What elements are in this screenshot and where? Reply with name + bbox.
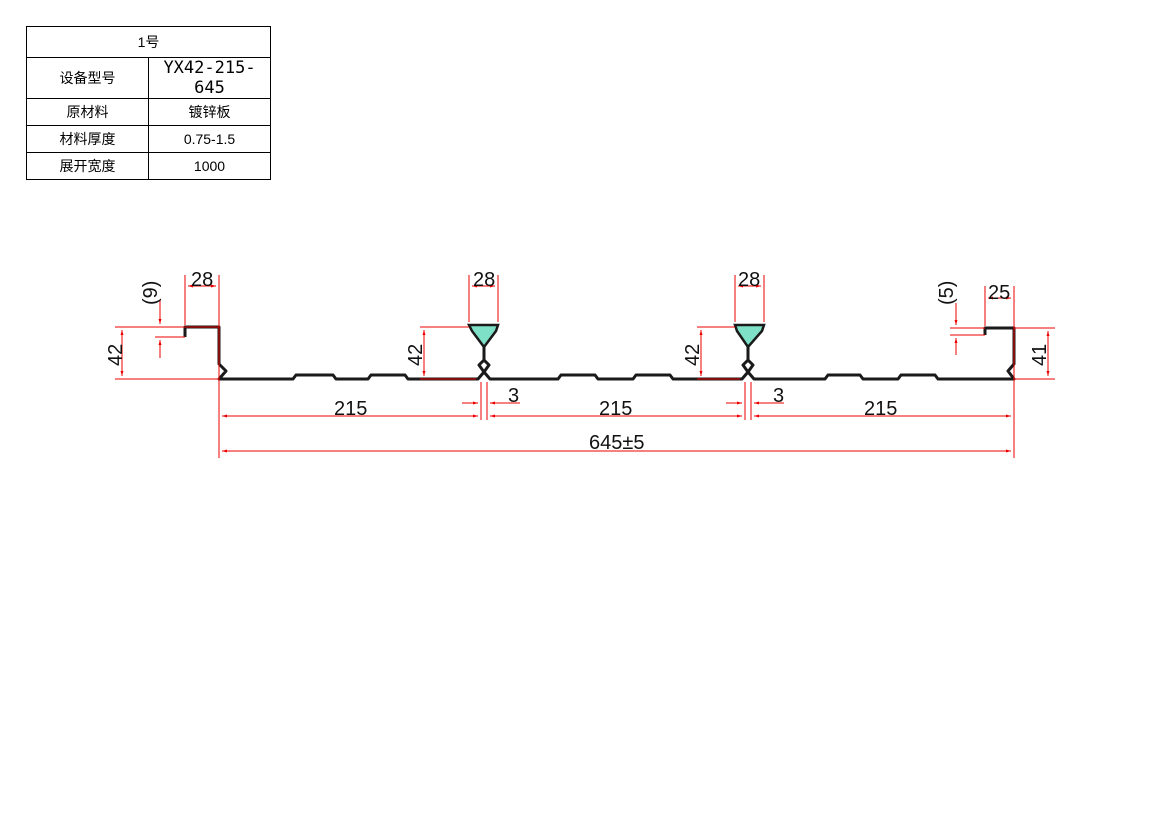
- dim-right-flange: 25: [988, 282, 1010, 304]
- dim-left-height: 42: [105, 344, 127, 366]
- rib-2-head: [733, 323, 766, 350]
- row-label: 展开宽度: [26, 152, 149, 180]
- dim-total: 645±5: [589, 432, 644, 454]
- spec-table: 1号 设备型号 YX42-215-645 原材料 镀锌板 材料厚度 0.75-1.5 …: [26, 26, 271, 180]
- table-title: 1号: [26, 26, 271, 58]
- dim-right-lip: (5): [936, 281, 958, 305]
- dim-span1: 215: [334, 398, 367, 420]
- sheet-profile: [183, 325, 1016, 381]
- small-dims: [158, 300, 958, 405]
- dim-left-flange: 28: [191, 269, 213, 291]
- dim-right-height: 41: [1029, 344, 1051, 366]
- dim-rib1-width: 28: [473, 269, 495, 291]
- dim-span3: 215: [864, 398, 897, 420]
- dim-rib2-width: 28: [738, 269, 760, 291]
- dimension-lines: [120, 284, 1050, 453]
- dim-rib2-height: 42: [682, 344, 704, 366]
- dim-gap1: 3: [508, 385, 519, 407]
- dim-left-lip: (9): [140, 281, 162, 305]
- row-label: 设备型号: [26, 57, 149, 99]
- row-value: 1000: [148, 152, 271, 180]
- dim-rib1-height: 42: [405, 344, 427, 366]
- rib-1-head: [466, 323, 500, 350]
- row-label: 原材料: [26, 98, 149, 126]
- row-value: 0.75-1.5: [148, 125, 271, 153]
- extension-lines: [115, 275, 1055, 458]
- dim-span2: 215: [599, 398, 632, 420]
- dim-gap2: 3: [773, 385, 784, 407]
